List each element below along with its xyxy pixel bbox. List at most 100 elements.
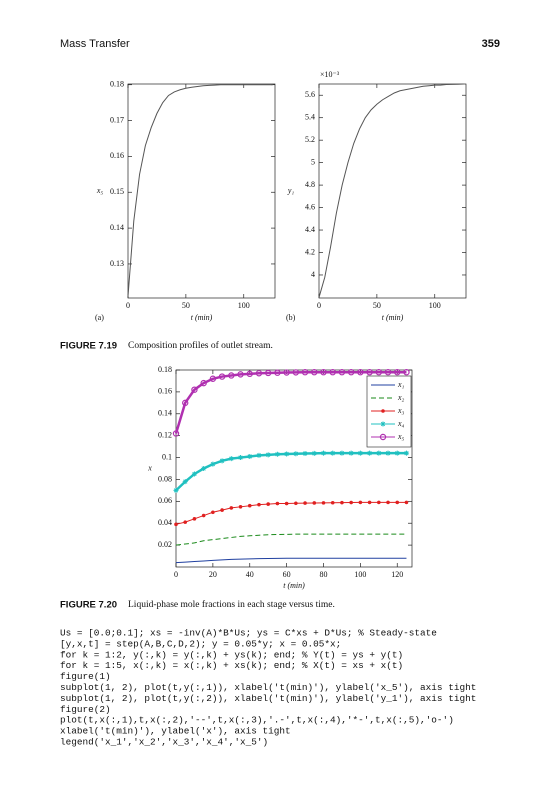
marker [247,503,252,508]
y-tick-label: 4.6 [305,202,315,211]
y-axis-label: x₅ [96,186,104,195]
marker [238,505,243,509]
legend-marker [381,409,385,413]
y-tick-label: 0.15 [110,187,124,196]
marker [246,370,253,378]
y-multiplier: ×10⁻³ [320,70,340,79]
marker [200,379,207,387]
y-tick-label: 0.1 [162,452,172,461]
x-axis-label: t (min) [382,313,404,322]
line-series [127,84,273,297]
y-tick-label: 0.18 [110,80,124,89]
code-line: subplot(1, 2), plot(t,y(:,1)), xlabel('t… [60,682,476,693]
y-tick-label: 0.14 [158,409,172,418]
marker [366,368,373,376]
marker [339,450,345,456]
marker [321,450,326,456]
chart: 4 4.2 4.4 4.6 4.8 5 5.2 5.4 5.6 0 50 100 t (min) y₁ (b… [286,70,467,322]
legend-label: x₁ [397,380,405,389]
marker [211,510,215,515]
marker [284,501,289,506]
y-axis-label: y₁ [287,186,295,195]
marker [256,452,262,458]
line-series [174,370,407,434]
marker [347,368,355,376]
figure-caption: Liquid-phase mole fractions in each stag… [128,599,335,610]
y-tick-label: 5 [311,157,315,166]
code-line: figure(2) [60,704,111,715]
marker [284,451,290,457]
y-tick-label: 4 [311,270,315,279]
marker [201,513,206,518]
marker [403,368,410,376]
marker [321,501,326,505]
marker [183,520,188,524]
x-tick-label: 100 [429,301,441,310]
marker [330,500,335,505]
marker [266,502,270,506]
marker [228,456,234,462]
panel-label: (a) [95,313,104,322]
y-tick-label: 4.8 [305,180,315,189]
code-line: [y,x,t] = step(A,B,C,D,2); y = 0.05*y; x… [60,638,341,649]
x-tick-label: 120 [391,570,403,579]
code-block: Us = [0.0;0.1]; xs = -inv(A)*B*Us; ys = … [60,627,476,747]
marker [394,450,400,456]
marker [303,501,307,505]
figure-label: FIGURE 7.20 [60,600,117,611]
marker [191,386,198,393]
marker [294,501,298,506]
y-tick-label: 5.2 [305,135,315,144]
marker [329,368,336,376]
x-axis-label: t (min) [283,581,305,590]
chart: 0.13 0.14 0.15 0.16 0.17 0.18 0 50 100 t (min) x₅ (… [95,80,276,322]
marker [247,453,253,459]
marker [375,368,383,376]
line-series [175,557,407,564]
marker [229,506,234,510]
x-tick-label: 40 [246,570,254,579]
y-tick-label: 5.4 [305,113,315,122]
x-tick-label: 0 [174,570,178,579]
code-line: for k = 1:2, y(:,k) = y(:,k) + ys(k); en… [60,649,403,660]
marker [182,479,188,485]
marker [403,450,409,456]
marker [220,508,224,512]
marker [265,452,271,458]
code-line: Us = [0.0;0.1]; xs = -inv(A)*B*Us; ys = … [60,627,437,638]
y-tick-label: 0.14 [110,223,124,232]
marker [228,372,235,379]
marker [340,500,344,505]
figure-caption: Composition profiles of outlet stream. [128,340,273,351]
marker [174,522,178,527]
marker [311,450,317,456]
code-line: subplot(1, 2), plot(t,y(:,2)), xlabel('t… [60,693,476,704]
y-tick-label: 4.4 [305,225,315,234]
code-line: for k = 1:5, x(:,k) = x(:,k) + xs(k); en… [60,660,403,671]
marker [219,458,225,464]
marker [377,500,381,505]
marker [330,450,336,456]
code-line: legend('x_1','x_2','x_3','x_4','x_5') [60,736,268,747]
marker [238,455,244,461]
marker [255,370,263,377]
marker [172,430,180,437]
marker [384,368,392,376]
y-tick-label: 0.12 [158,430,172,439]
y-tick-label: 0.02 [158,540,172,549]
line-series [318,83,464,298]
marker [338,368,346,376]
marker [312,501,317,505]
marker [275,501,280,506]
x-tick-label: 0 [317,301,321,310]
page-number: 359 [482,38,500,50]
marker [293,451,299,457]
x-tick-label: 50 [182,301,190,310]
y-axis-label: x [147,463,152,472]
marker [395,500,400,505]
plot-frame [127,83,276,299]
marker [283,369,290,376]
legend-label: x₂ [397,393,405,402]
marker [301,368,309,376]
x-axis-label: t (min) [191,313,213,322]
